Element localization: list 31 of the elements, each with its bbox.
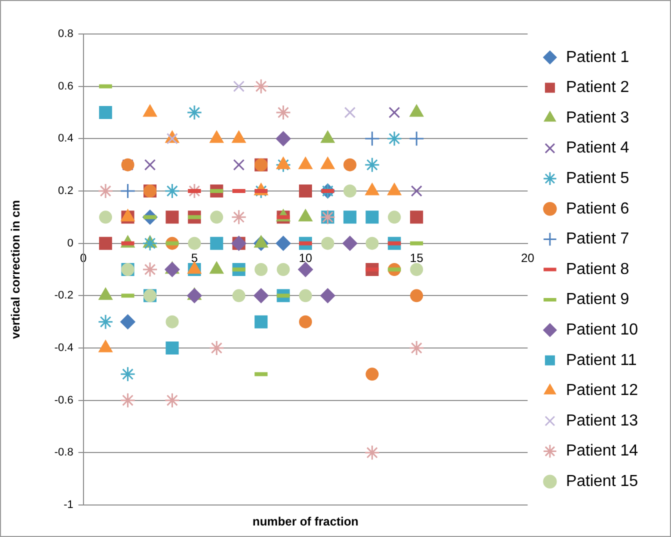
legend-label: Patient 15: [566, 473, 638, 490]
legend-label: Patient 6: [566, 200, 630, 218]
x-axis-title: number of fraction: [252, 514, 359, 528]
y-tick-label: -0.6: [54, 394, 74, 406]
legend-label: Patient 11: [566, 352, 637, 369]
y-tick-label: 0.4: [58, 132, 74, 145]
legend-label: Patient 14: [566, 442, 638, 460]
x-tick-label: 10: [298, 250, 312, 265]
y-tick-label: 0: [67, 237, 74, 250]
x-tick-label: 15: [410, 250, 424, 265]
legend-label: Patient 13: [566, 412, 638, 430]
legend-label: Patient 3: [566, 109, 630, 126]
legend-label: Patient 2: [566, 79, 630, 96]
legend-label: Patient 5: [566, 170, 630, 188]
x-tick-label: 20: [520, 250, 535, 265]
legend-label: Patient 4: [566, 140, 630, 157]
x-tick-label: 5: [191, 250, 198, 265]
legend-label: Patient 7: [566, 230, 630, 248]
legend-label: Patient 8: [566, 260, 630, 278]
legend-label: Patient 10: [566, 322, 638, 339]
y-tick-label: 0.8: [58, 28, 74, 40]
y-tick-label: -0.4: [54, 342, 74, 354]
y-tick-label: 0.6: [58, 80, 74, 92]
y-tick-label: -1: [64, 499, 74, 512]
y-axis-title: vertical correction in cm: [8, 200, 23, 339]
y-tick-label: -0.2: [54, 290, 74, 302]
y-tick-label: 0.2: [58, 185, 74, 198]
y-tick-label: -0.8: [54, 446, 74, 459]
legend-label: Patient 1: [566, 48, 630, 66]
legend-label: Patient 9: [566, 291, 630, 308]
legend-label: Patient 12: [566, 382, 638, 400]
